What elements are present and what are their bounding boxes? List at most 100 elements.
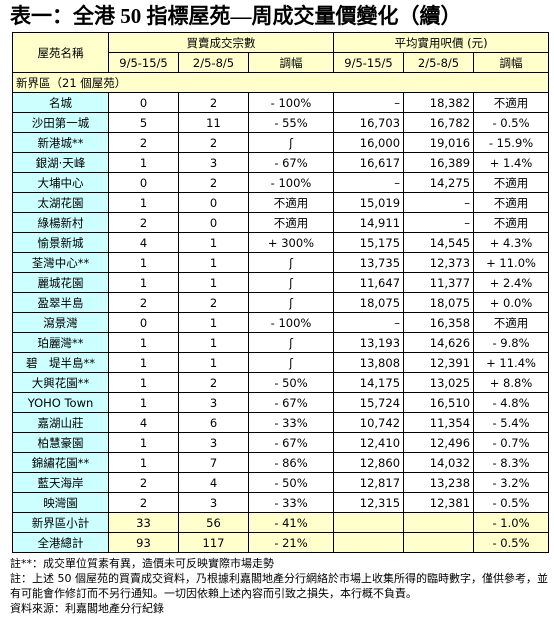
cell: - 9.8% xyxy=(473,332,550,353)
cell: 1 xyxy=(178,272,249,293)
row: 大埔中心 0 2- 100% –14,275 不適用 xyxy=(12,172,550,193)
footnote: 資料來源：利嘉閣地產分行紀錄 xyxy=(10,602,164,615)
cell: 1 xyxy=(178,312,249,333)
header-cell: 2/5-8/5 xyxy=(403,52,475,73)
cell: - 33% xyxy=(247,492,335,513)
cell: ʃ xyxy=(247,352,335,373)
row: 柏慧豪園 1 3- 67% 12,410 12,496- 0.7% xyxy=(12,432,550,453)
cell: 15,019 xyxy=(333,192,405,213)
cell: 2 xyxy=(108,212,179,233)
cell: 14,032 xyxy=(403,452,475,473)
cell: - 0.7% xyxy=(473,432,550,453)
row: 名城 0 2- 100% –18,382 不適用 xyxy=(12,92,550,113)
cell xyxy=(333,512,405,533)
cell: + 300% xyxy=(247,232,335,253)
cell: 全港總計 xyxy=(12,532,109,553)
cell: 14,275 xyxy=(403,172,475,193)
cell: 1 xyxy=(108,432,179,453)
cell: 珀麗灣** xyxy=(12,332,109,353)
row: 愉景新城 4 1 + 300% 15,175 14,545 + 4.3% xyxy=(12,232,550,253)
cell: 1 xyxy=(178,332,249,353)
cell: 不適用 xyxy=(247,192,335,213)
cell: 1 xyxy=(108,152,179,173)
cell: 93 xyxy=(108,532,179,553)
title: 表一：全港 50 指標屋苑—周成交量價變化（續） xyxy=(10,4,462,28)
cell: – xyxy=(333,172,405,193)
cell: ʃ xyxy=(247,272,335,293)
cell: + 11.0% xyxy=(473,252,550,273)
cell: 1 xyxy=(108,252,179,273)
footnote: 註**：成交單位質素有異，造價未可反映實際市場走勢 xyxy=(10,557,274,570)
cell: - 0.5% xyxy=(473,532,550,553)
cell: 2 xyxy=(108,132,179,153)
cell: 12,817 xyxy=(333,472,405,493)
footnotes: 註**：成交單位質素有異，造價未可反映實際市場走勢 註：上述 50 個屋苑的買賣成… xyxy=(10,556,550,616)
cell: – xyxy=(333,312,405,333)
header-cell: 調幅 xyxy=(473,52,550,73)
cell: 2 xyxy=(108,492,179,513)
cell: 56 xyxy=(178,512,249,533)
header-cell: 平均實用呎價 (元) xyxy=(333,32,550,53)
cell: - 1.0% xyxy=(473,512,550,533)
cell: ʃ xyxy=(247,292,335,313)
cell: 12,410 xyxy=(333,432,405,453)
row: 藍天海岸 2 4- 50% 12,817 13,238- 3.2% xyxy=(12,472,550,493)
cell: 2 xyxy=(178,92,249,113)
row: 碧 堤半島** 1 1 ʃ 13,808 12,391 + 11.4% xyxy=(12,352,550,373)
cell: ʃ xyxy=(247,252,335,273)
cell: 33 xyxy=(108,512,179,533)
cell: 1 xyxy=(108,192,179,213)
cell: 1 xyxy=(108,332,179,353)
row: 銀湖‧天峰 1 3- 67% 16,617 16,389 + 1.4% xyxy=(12,152,550,173)
row: 珀麗灣** 1 1 ʃ 13,193 14,626- 9.8% xyxy=(12,332,550,353)
cell: 1 xyxy=(108,372,179,393)
cell: - 21% xyxy=(247,532,335,553)
cell: 16,389 xyxy=(403,152,475,173)
cell: 荃灣中心** xyxy=(12,252,109,273)
cell: – xyxy=(403,212,475,233)
cell: 2 xyxy=(178,132,249,153)
row: 太湖花園 1 0 不適用 15,019– 不適用 xyxy=(12,192,550,213)
cell: 1 xyxy=(178,232,249,253)
header-cell: 調幅 xyxy=(247,52,335,73)
cell: ʃ xyxy=(247,332,335,353)
cell: 2 xyxy=(178,372,249,393)
cell: 14,545 xyxy=(403,232,475,253)
cell: – xyxy=(403,192,475,213)
cell: 13,808 xyxy=(333,352,405,373)
cell: 12,315 xyxy=(333,492,405,513)
row: 大興花園** 1 2- 50% 14,175 13,025 + 8.8% xyxy=(12,372,550,393)
cell: 2 xyxy=(108,292,179,313)
cell: - 33% xyxy=(247,412,335,433)
cell: 16,703 xyxy=(333,112,405,133)
row: 綠楊新村 2 0 不適用 14,911– 不適用 xyxy=(12,212,550,233)
table: 屋苑名稱 買賣成交宗數 平均實用呎價 (元) 9/5-15/5 2/5-8/5 調幅… xyxy=(11,32,550,553)
cell: 不適用 xyxy=(473,212,550,233)
cell: 不適用 xyxy=(473,92,550,113)
cell: 3 xyxy=(178,152,249,173)
row: 麗城花園 1 1 ʃ 11,647 11,377 + 2.4% xyxy=(12,272,550,293)
header-cell: 2/5-8/5 xyxy=(178,52,249,73)
cell: 柏慧豪園 xyxy=(12,432,109,453)
cell: – xyxy=(333,92,405,113)
cell: 1 xyxy=(178,252,249,273)
cell xyxy=(333,532,405,553)
cell: 18,382 xyxy=(403,92,475,113)
cell: 12,373 xyxy=(403,252,475,273)
cell: 13,025 xyxy=(403,372,475,393)
cell: 1 xyxy=(178,352,249,373)
cell: 13,238 xyxy=(403,472,475,493)
cell: 13,193 xyxy=(333,332,405,353)
header-cell: 買賣成交宗數 xyxy=(107,32,335,53)
row: 盈翠半島 2 2 ʃ 18,075 18,075 + 0.0% xyxy=(12,292,550,313)
cell: 綠楊新村 xyxy=(12,212,109,233)
cell: 117 xyxy=(178,532,249,553)
cell: 0 xyxy=(108,172,179,193)
cell: 不適用 xyxy=(473,312,550,333)
cell: + 11.4% xyxy=(473,352,550,373)
cell: 12,381 xyxy=(403,492,475,513)
cell: 3 xyxy=(178,492,249,513)
cell: 11 xyxy=(178,112,249,133)
cell: + 8.8% xyxy=(473,372,550,393)
